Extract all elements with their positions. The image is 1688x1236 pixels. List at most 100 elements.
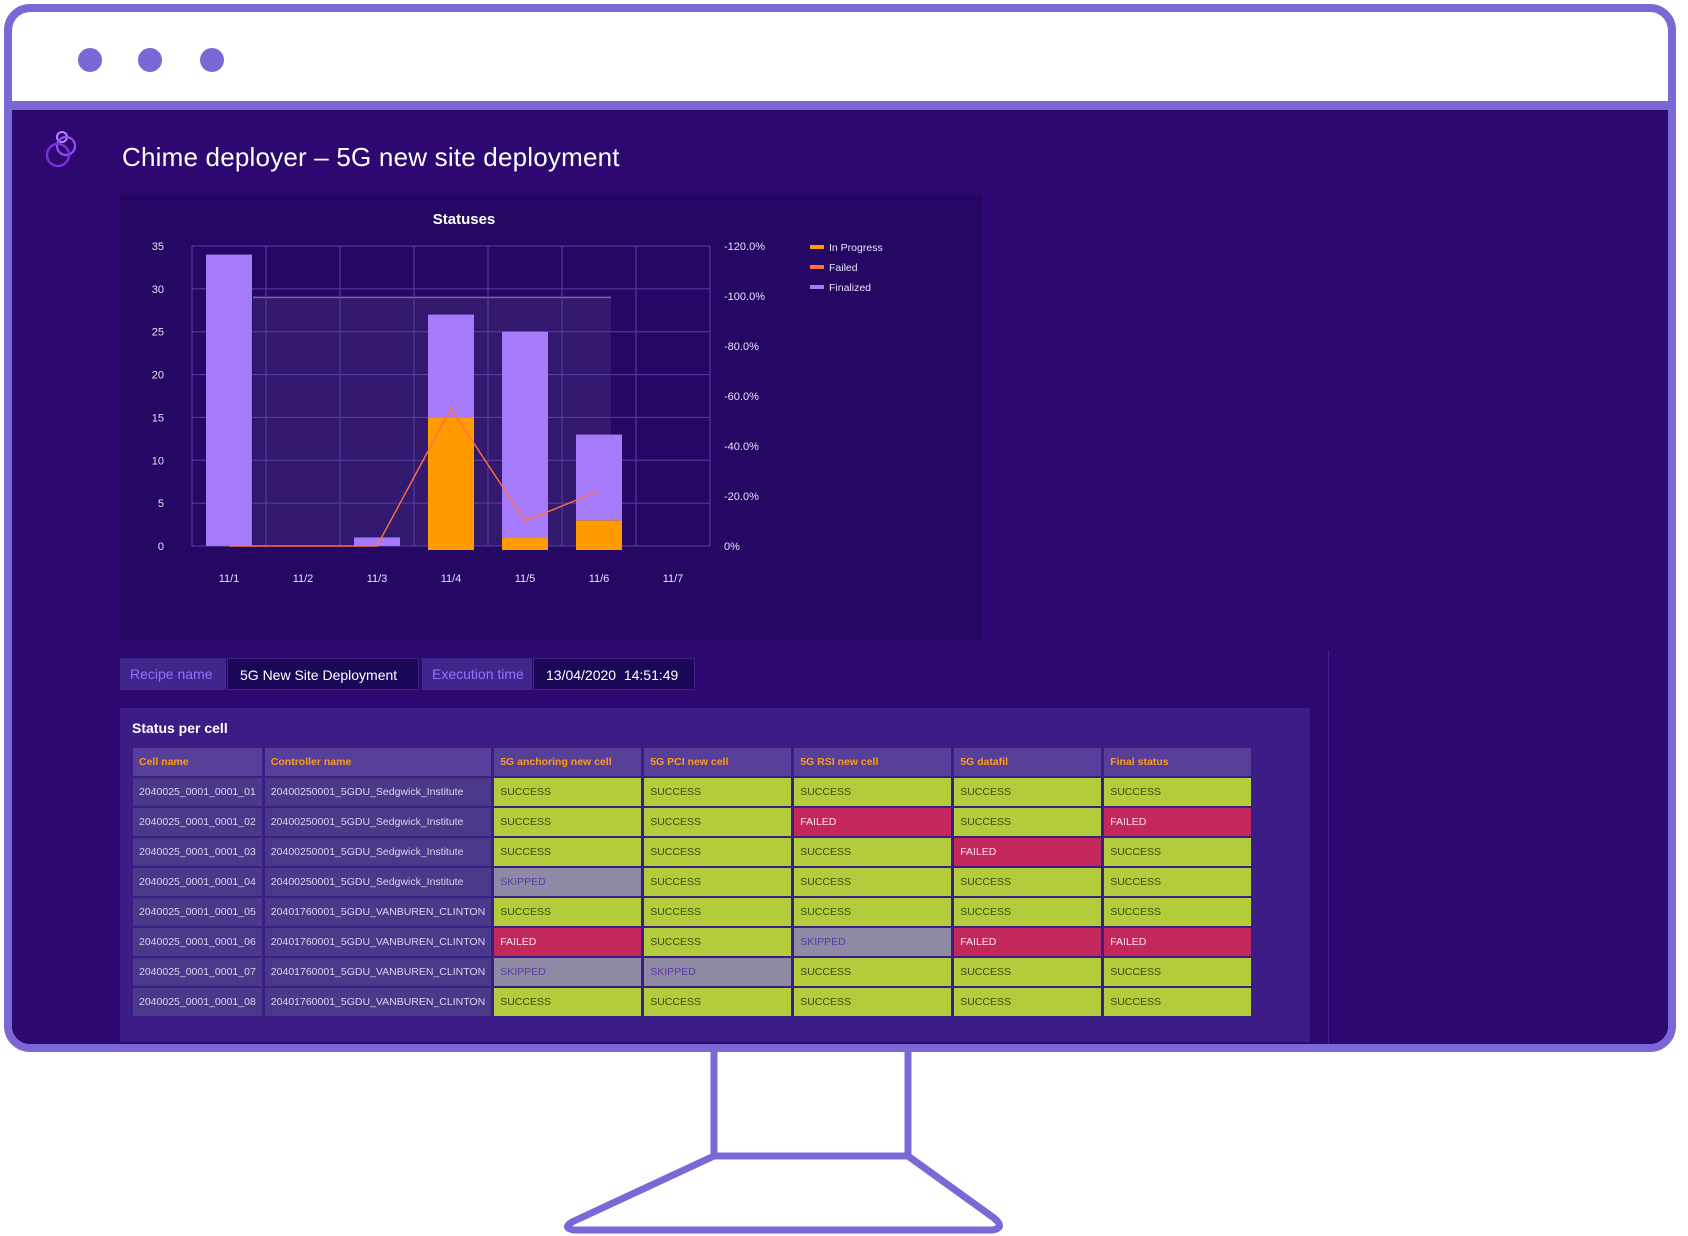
status-cell: SUCCESS bbox=[794, 778, 952, 806]
column-header[interactable]: 5G RSI new cell bbox=[794, 748, 952, 776]
status-cell: SUCCESS bbox=[1104, 838, 1252, 866]
controller-name: 20401760001_5GDU_VANBUREN_CLINTON bbox=[264, 928, 492, 956]
divider-line bbox=[1328, 650, 1329, 1044]
table-row[interactable]: 2040025_0001_0001_05 20401760001_5GDU_VAN… bbox=[133, 898, 1252, 926]
status-cell: SUCCESS bbox=[494, 808, 642, 836]
execution-time-value: 13/04/2020 14:51:49 bbox=[533, 658, 695, 690]
recipe-name-value: 5G New Site Deployment bbox=[227, 658, 419, 690]
column-header[interactable]: 5G anchoring new cell bbox=[494, 748, 642, 776]
cell-name: 2040025_0001_0001_06 bbox=[133, 928, 262, 956]
cell-name: 2040025_0001_0001_08 bbox=[133, 988, 262, 1016]
table-row[interactable]: 2040025_0001_0001_04 20400250001_5GDU_Sed… bbox=[133, 868, 1252, 896]
table-row[interactable]: 2040025_0001_0001_06 20401760001_5GDU_VAN… bbox=[133, 928, 1252, 956]
column-header[interactable]: Controller name bbox=[264, 748, 492, 776]
status-cell: SKIPPED bbox=[494, 868, 642, 896]
table-body: 2040025_0001_0001_01 20400250001_5GDU_Sed… bbox=[133, 778, 1252, 1016]
column-header[interactable]: Final status bbox=[1104, 748, 1252, 776]
status-cell: SUCCESS bbox=[794, 838, 952, 866]
status-cell: FAILED bbox=[954, 928, 1102, 956]
y-tick-label: 15 bbox=[152, 412, 164, 424]
recipe-name-label: Recipe name bbox=[120, 658, 226, 690]
y2-tick-label: -40.0% bbox=[724, 441, 759, 453]
controller-name: 20400250001_5GDU_Sedgwick_Institute bbox=[264, 778, 492, 806]
in-progress-bar bbox=[502, 537, 548, 550]
y2-tick-label: -80.0% bbox=[724, 341, 759, 353]
table-row[interactable]: 2040025_0001_0001_02 20400250001_5GDU_Sed… bbox=[133, 808, 1252, 836]
execution-time-label: Execution time bbox=[422, 658, 532, 690]
status-table: Cell name Controller name 5G anchoring new… bbox=[130, 746, 1254, 1018]
status-cell: SUCCESS bbox=[794, 898, 952, 926]
window-titlebar bbox=[12, 12, 1668, 110]
status-cell: FAILED bbox=[1104, 808, 1252, 836]
status-cell: SUCCESS bbox=[954, 958, 1102, 986]
status-cell: SUCCESS bbox=[644, 988, 792, 1016]
status-cell: SUCCESS bbox=[644, 778, 792, 806]
y2-tick-label: -60.0% bbox=[724, 391, 759, 403]
monitor-stand bbox=[564, 1050, 1003, 1234]
window-maximize-dot[interactable] bbox=[200, 48, 224, 72]
y-tick-label: 20 bbox=[152, 370, 164, 382]
column-header[interactable]: 5G datafil bbox=[954, 748, 1102, 776]
table-row[interactable]: 2040025_0001_0001_03 20400250001_5GDU_Sed… bbox=[133, 838, 1252, 866]
status-cell: SUCCESS bbox=[644, 808, 792, 836]
status-cell: SUCCESS bbox=[494, 778, 642, 806]
status-cell: FAILED bbox=[1104, 928, 1252, 956]
finalized-bar bbox=[206, 254, 252, 547]
x-tick-label: 11/3 bbox=[367, 573, 388, 585]
window-close-dot[interactable] bbox=[78, 48, 102, 72]
statuses-chart-panel: Statuses 0 5 10 15 20 25 30 35 0% -20.0% -40.0% -60.… bbox=[120, 194, 982, 640]
statuses-chart: Statuses 0 5 10 15 20 25 30 35 0% -20.0% -40.0% -60.… bbox=[152, 211, 883, 585]
x-tick-label: 11/6 bbox=[589, 573, 610, 585]
status-cell: SKIPPED bbox=[644, 958, 792, 986]
legend-label: Failed bbox=[829, 262, 858, 274]
status-table-title: Status per cell bbox=[132, 720, 228, 736]
status-cell: SUCCESS bbox=[494, 988, 642, 1016]
status-cell: SUCCESS bbox=[1104, 898, 1252, 926]
table-row[interactable]: 2040025_0001_0001_07 20401760001_5GDU_VAN… bbox=[133, 958, 1252, 986]
y-tick-label: 0 bbox=[158, 541, 164, 553]
status-cell: SUCCESS bbox=[1104, 958, 1252, 986]
in-progress-bar bbox=[576, 520, 622, 550]
controller-name: 20400250001_5GDU_Sedgwick_Institute bbox=[264, 868, 492, 896]
table-row[interactable]: 2040025_0001_0001_01 20400250001_5GDU_Sed… bbox=[133, 778, 1252, 806]
window-minimize-dot[interactable] bbox=[138, 48, 162, 72]
chime-logo-icon[interactable] bbox=[44, 128, 92, 176]
status-per-cell-panel: Status per cell Cell name Controller name… bbox=[120, 708, 1310, 1042]
status-cell: SUCCESS bbox=[1104, 778, 1252, 806]
x-tick-label: 11/4 bbox=[441, 573, 462, 585]
status-cell: FAILED bbox=[494, 928, 642, 956]
y2-tick-label: -20.0% bbox=[724, 491, 759, 503]
controller-name: 20400250001_5GDU_Sedgwick_Institute bbox=[264, 838, 492, 866]
y-tick-label: 25 bbox=[152, 327, 164, 339]
finalized-bar bbox=[502, 331, 548, 538]
cell-name: 2040025_0001_0001_04 bbox=[133, 868, 262, 896]
x-tick-label: 11/7 bbox=[663, 573, 684, 585]
cell-name: 2040025_0001_0001_05 bbox=[133, 898, 262, 926]
x-tick-label: 11/5 bbox=[515, 573, 536, 585]
y-tick-label: 10 bbox=[152, 455, 164, 467]
legend-label: In Progress bbox=[829, 242, 883, 254]
status-cell: SUCCESS bbox=[644, 928, 792, 956]
y2-tick-label: -100.0% bbox=[724, 291, 765, 303]
in-progress-bar bbox=[428, 417, 474, 550]
status-cell: SUCCESS bbox=[644, 838, 792, 866]
table-row[interactable]: 2040025_0001_0001_08 20401760001_5GDU_VAN… bbox=[133, 988, 1252, 1016]
controller-name: 20401760001_5GDU_VANBUREN_CLINTON bbox=[264, 988, 492, 1016]
y2-tick-label: 0% bbox=[724, 541, 740, 553]
cell-name: 2040025_0001_0001_02 bbox=[133, 808, 262, 836]
status-cell: SUCCESS bbox=[954, 778, 1102, 806]
controller-name: 20401760001_5GDU_VANBUREN_CLINTON bbox=[264, 958, 492, 986]
y-tick-label: 5 bbox=[158, 498, 164, 510]
column-header[interactable]: Cell name bbox=[133, 748, 262, 776]
legend-label: Finalized bbox=[829, 282, 871, 294]
monitor-frame: Chime deployer – 5G new site deployment … bbox=[4, 4, 1676, 1052]
cell-name: 2040025_0001_0001_07 bbox=[133, 958, 262, 986]
status-cell: SUCCESS bbox=[1104, 988, 1252, 1016]
status-cell: FAILED bbox=[954, 838, 1102, 866]
column-header[interactable]: 5G PCI new cell bbox=[644, 748, 792, 776]
legend-swatch bbox=[810, 245, 824, 249]
finalized-bar bbox=[576, 434, 622, 521]
status-cell: FAILED bbox=[794, 808, 952, 836]
cell-name: 2040025_0001_0001_03 bbox=[133, 838, 262, 866]
legend-swatch bbox=[810, 285, 824, 289]
